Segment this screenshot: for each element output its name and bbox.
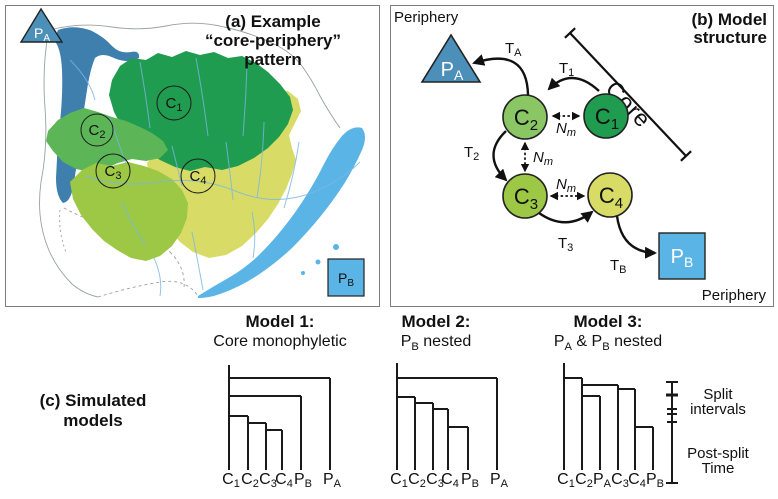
arrow-label-ta: TA bbox=[505, 40, 522, 59]
model-2-subtitle: PB nested bbox=[400, 333, 472, 354]
tip-label-PB: PB bbox=[646, 471, 664, 490]
node-label-c3: C3 bbox=[514, 184, 538, 213]
region-circle-c2 bbox=[80, 113, 114, 147]
tip-label-PB: PB bbox=[294, 471, 312, 490]
migration-arrows bbox=[520, 111, 586, 201]
node-c3 bbox=[502, 173, 548, 219]
region-label-c4: C4 bbox=[190, 168, 207, 187]
arrow-t1 bbox=[547, 76, 600, 92]
tip-label-C3: C3 bbox=[611, 471, 629, 490]
node-c1 bbox=[583, 93, 629, 139]
model-3-subtitle: PA & PB nested bbox=[553, 333, 663, 354]
region-circle-c4 bbox=[180, 158, 216, 194]
tip-label-C3: C3 bbox=[259, 471, 277, 490]
periphery-a-marker bbox=[19, 7, 64, 43]
core-line bbox=[564, 27, 692, 162]
panel-a-title: (a) Example “core-periphery” pattern bbox=[204, 12, 342, 69]
periphery-a-label: PA bbox=[34, 25, 50, 44]
tip-label-C2: C2 bbox=[575, 471, 593, 490]
panel-c-heading: (c) Simulated models bbox=[39, 391, 147, 430]
periphery-b-node bbox=[658, 232, 706, 280]
arrow-t2 bbox=[492, 130, 508, 182]
tip-label-C4: C4 bbox=[275, 471, 293, 490]
tip-label-C2: C2 bbox=[408, 471, 426, 490]
arrow-label-t3: T3 bbox=[558, 235, 573, 254]
panel-b-title: (b) Model structure bbox=[691, 10, 767, 47]
tip-label-C1: C1 bbox=[557, 471, 575, 490]
periphery-b-marker bbox=[327, 258, 365, 297]
model-2-heading: Model 2: PB nested bbox=[336, 312, 536, 357]
arrow-t3 bbox=[538, 210, 594, 224]
node-c2 bbox=[502, 94, 548, 140]
node-label-c2: C2 bbox=[514, 105, 538, 134]
region-label-c2: C2 bbox=[89, 122, 106, 141]
region-label-c1: C1 bbox=[166, 95, 183, 114]
node-label-c1: C1 bbox=[595, 104, 619, 133]
region-circles bbox=[80, 85, 216, 194]
tip-label-PA: PA bbox=[593, 471, 612, 490]
post-split-time-label: Post-split Time bbox=[687, 445, 749, 477]
panel-a-map: C1 C2 C3 C4 PA PB (a) Example “core-peri… bbox=[5, 5, 380, 307]
arrow-ta bbox=[472, 54, 530, 96]
model-1-heading: Model 1: Core monophyletic bbox=[180, 312, 380, 352]
tip-label-C2: C2 bbox=[241, 471, 259, 490]
map-svg: C1 C2 C3 C4 PA PB bbox=[19, 7, 365, 298]
region-c3 bbox=[70, 162, 188, 261]
tip-label-PA: PA bbox=[490, 471, 509, 490]
periphery-label-bottom: Periphery bbox=[701, 287, 766, 304]
model-1-subtitle: Core monophyletic bbox=[213, 333, 347, 350]
migration-label-c2-c3: Nm bbox=[533, 149, 553, 168]
region-circle-c3 bbox=[95, 153, 131, 189]
node-label-c4: C4 bbox=[599, 183, 623, 212]
node-c4 bbox=[587, 172, 633, 218]
map-water-southeast bbox=[198, 127, 365, 298]
periphery-b-label: PB bbox=[338, 270, 354, 289]
tip-label-PA: PA bbox=[323, 471, 342, 490]
periphery-a-node-label: PA bbox=[441, 59, 464, 83]
panel-b-model-structure: Core C2 C1 C3 C4 bbox=[390, 5, 774, 307]
periphery-b-node-label: PB bbox=[671, 246, 694, 270]
migration-label-c2-c1: Nm bbox=[556, 120, 576, 139]
tip-label-C4: C4 bbox=[441, 471, 459, 490]
periphery-a-node bbox=[420, 33, 482, 83]
region-c2 bbox=[46, 108, 168, 172]
arrow-label-t2: T2 bbox=[464, 144, 479, 163]
split-intervals-label: Split intervals bbox=[690, 386, 746, 418]
arrow-label-tb: TB bbox=[610, 257, 627, 276]
arrow-tb bbox=[615, 215, 657, 259]
migration-label-c3-c4: Nm bbox=[556, 176, 576, 195]
transition-arrows bbox=[472, 54, 657, 259]
map-rivers bbox=[69, 57, 361, 297]
tip-label-C3: C3 bbox=[426, 471, 444, 490]
tip-label-PB: PB bbox=[461, 471, 479, 490]
model-svg: Core C2 C1 C3 C4 bbox=[420, 27, 706, 280]
arrow-label-t1: T1 bbox=[559, 60, 574, 79]
model-2-title: Model 2: bbox=[401, 312, 471, 331]
region-label-c3: C3 bbox=[105, 163, 122, 182]
tip-label-C1: C1 bbox=[390, 471, 408, 490]
model-1-title: Model 1: bbox=[245, 312, 315, 331]
model-3-title: Model 3: bbox=[573, 312, 643, 331]
tip-label-C1: C1 bbox=[222, 471, 240, 490]
model-3-heading: Model 3: PA & PB nested bbox=[508, 312, 708, 357]
region-circle-c1 bbox=[156, 85, 192, 121]
periphery-label-top: Periphery bbox=[394, 9, 459, 26]
tip-label-C4: C4 bbox=[628, 471, 646, 490]
